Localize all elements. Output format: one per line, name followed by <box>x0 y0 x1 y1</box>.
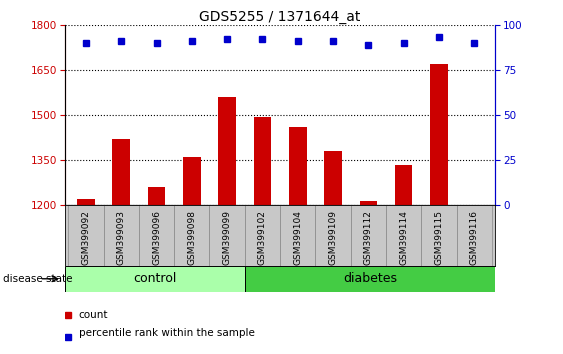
Bar <box>315 205 351 266</box>
Text: GSM399092: GSM399092 <box>82 210 91 265</box>
Bar <box>421 205 457 266</box>
Bar <box>457 205 492 266</box>
Bar <box>77 199 95 354</box>
Text: GSM399099: GSM399099 <box>222 210 231 265</box>
Text: GSM399104: GSM399104 <box>293 210 302 265</box>
Bar <box>289 127 307 354</box>
Text: count: count <box>79 310 108 320</box>
Text: GSM399093: GSM399093 <box>117 210 126 265</box>
Bar <box>139 205 174 266</box>
Bar <box>148 187 166 354</box>
Bar <box>174 205 209 266</box>
Text: diabetes: diabetes <box>343 272 397 285</box>
Title: GDS5255 / 1371644_at: GDS5255 / 1371644_at <box>199 10 361 24</box>
Text: GSM399109: GSM399109 <box>329 210 338 265</box>
Bar <box>430 64 448 354</box>
Bar <box>360 201 377 354</box>
Bar <box>68 205 104 266</box>
Text: GSM399115: GSM399115 <box>435 210 444 265</box>
Bar <box>466 207 483 354</box>
Text: percentile rank within the sample: percentile rank within the sample <box>79 328 254 338</box>
Bar <box>324 151 342 354</box>
Bar <box>218 97 236 354</box>
Text: control: control <box>133 272 176 285</box>
Bar <box>104 205 139 266</box>
Bar <box>65 266 245 292</box>
Bar <box>209 205 245 266</box>
Text: GSM399096: GSM399096 <box>152 210 161 265</box>
Bar <box>245 205 280 266</box>
Bar <box>395 165 413 354</box>
Text: GSM399114: GSM399114 <box>399 210 408 265</box>
Text: GSM399116: GSM399116 <box>470 210 479 265</box>
Bar <box>386 205 421 266</box>
Bar <box>351 205 386 266</box>
Text: GSM399098: GSM399098 <box>187 210 196 265</box>
Bar <box>183 157 200 354</box>
Text: GSM399112: GSM399112 <box>364 210 373 265</box>
Bar <box>113 139 130 354</box>
Text: disease state: disease state <box>3 274 72 284</box>
Text: GSM399102: GSM399102 <box>258 210 267 265</box>
Bar <box>253 116 271 354</box>
Bar <box>245 266 495 292</box>
Bar <box>280 205 315 266</box>
